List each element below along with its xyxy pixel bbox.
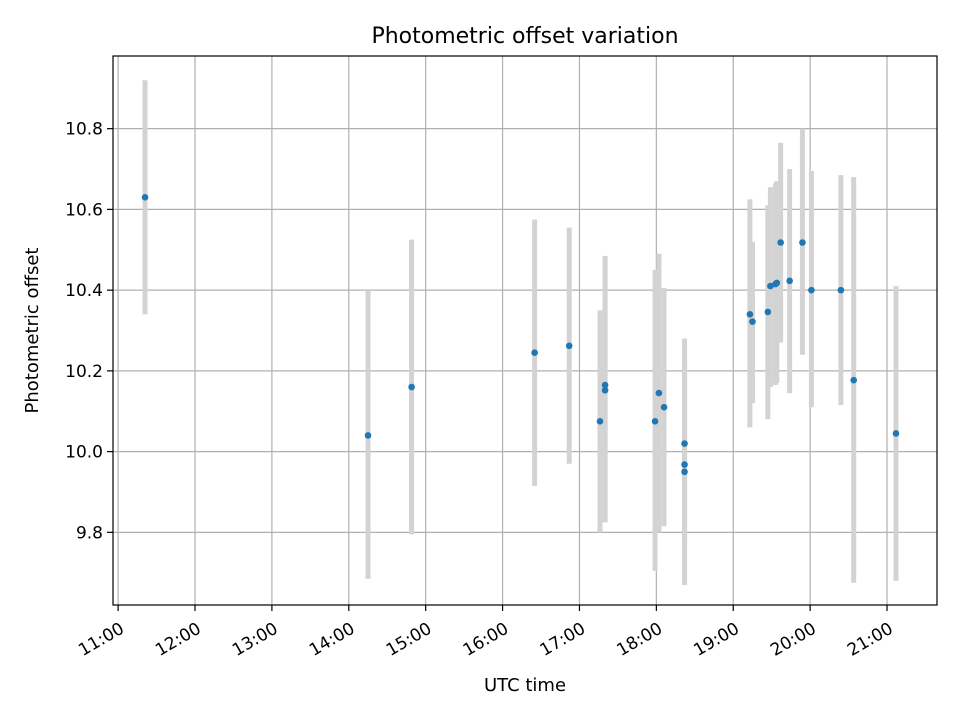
data-point — [808, 286, 815, 294]
y-tick-label: 10.8 — [65, 120, 103, 140]
data-point — [596, 418, 604, 425]
data-point — [764, 308, 772, 316]
error-bars — [142, 80, 899, 585]
x-tick-label: 17:00 — [537, 619, 589, 661]
x-tick-label: 11:00 — [75, 619, 127, 661]
data-point — [681, 468, 688, 476]
data-point — [651, 418, 659, 425]
x-axis-label: UTC time — [484, 675, 566, 696]
x-tick-label: 16:00 — [460, 619, 512, 661]
data-point — [773, 279, 781, 287]
y-tick-label: 10.6 — [65, 200, 103, 220]
data-point — [799, 239, 806, 246]
data-point — [681, 461, 688, 468]
data-point — [655, 389, 663, 397]
data-point — [565, 342, 573, 350]
x-tick-label: 13:00 — [229, 619, 281, 661]
data-points — [141, 193, 900, 476]
y-axis-label: Photometric offset — [22, 248, 43, 414]
x-tick-label: 18:00 — [614, 619, 666, 661]
y-tick-label: 10.2 — [65, 362, 103, 382]
data-point — [892, 430, 900, 437]
data-point — [660, 403, 668, 411]
data-point — [601, 381, 609, 389]
data-point — [746, 311, 754, 318]
data-point — [531, 349, 538, 357]
data-point — [749, 318, 756, 325]
data-point — [141, 193, 149, 201]
y-tick-label: 9.8 — [76, 523, 103, 543]
data-point — [850, 376, 858, 384]
x-tick-label: 12:00 — [152, 619, 204, 661]
x-tick-label: 19:00 — [690, 619, 742, 661]
y-tick-label: 10.0 — [65, 443, 103, 463]
x-tick-label: 20:00 — [767, 619, 819, 661]
chart-title: Photometric offset variation — [371, 24, 678, 49]
data-point — [364, 432, 372, 439]
data-point — [681, 440, 688, 447]
data-point — [408, 383, 415, 391]
x-tick-label: 21:00 — [844, 619, 896, 661]
data-point — [786, 277, 793, 285]
plot-area-frame — [112, 55, 938, 606]
data-point — [837, 286, 845, 294]
y-tick-label: 10.4 — [65, 281, 103, 301]
data-point — [601, 386, 609, 394]
x-tick-label: 14:00 — [306, 619, 358, 661]
x-tick-label: 15:00 — [383, 619, 435, 661]
data-point — [777, 239, 784, 246]
data-point — [767, 282, 774, 290]
